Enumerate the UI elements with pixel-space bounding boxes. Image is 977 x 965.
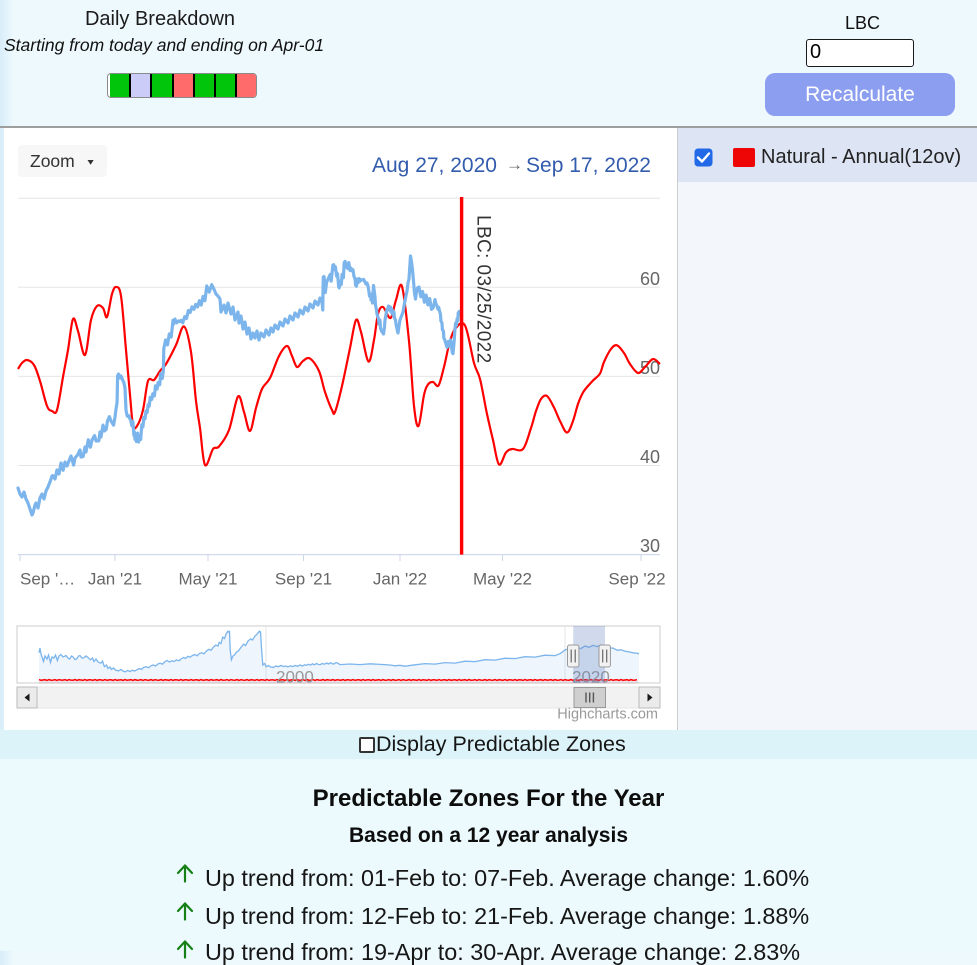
svg-text:Highcharts.com: Highcharts.com <box>557 707 658 723</box>
svg-text:50: 50 <box>640 358 660 378</box>
svg-text:30: 30 <box>640 536 660 556</box>
svg-text:40: 40 <box>640 447 660 467</box>
svg-text:→: → <box>506 155 523 174</box>
svg-text:Sep '22: Sep '22 <box>608 570 665 589</box>
svg-text:Sep '…: Sep '… <box>20 570 75 589</box>
svg-text:60: 60 <box>640 269 660 289</box>
svg-text:Aug 27, 2020: Aug 27, 2020 <box>372 154 497 177</box>
svg-text:Jan '22: Jan '22 <box>373 570 427 589</box>
svg-text:May '22: May '22 <box>473 570 532 589</box>
svg-text:May '21: May '21 <box>179 570 238 589</box>
svg-text:LBC: 03/25/2022: LBC: 03/25/2022 <box>473 215 494 364</box>
svg-text:Sep 17, 2022: Sep 17, 2022 <box>526 154 651 177</box>
svg-text:Zoom: Zoom <box>30 151 75 171</box>
svg-text:2020: 2020 <box>572 668 610 687</box>
svg-text:Jan '21: Jan '21 <box>88 570 142 589</box>
svg-text:Sep '21: Sep '21 <box>275 570 332 589</box>
svg-text:2000: 2000 <box>276 668 314 687</box>
